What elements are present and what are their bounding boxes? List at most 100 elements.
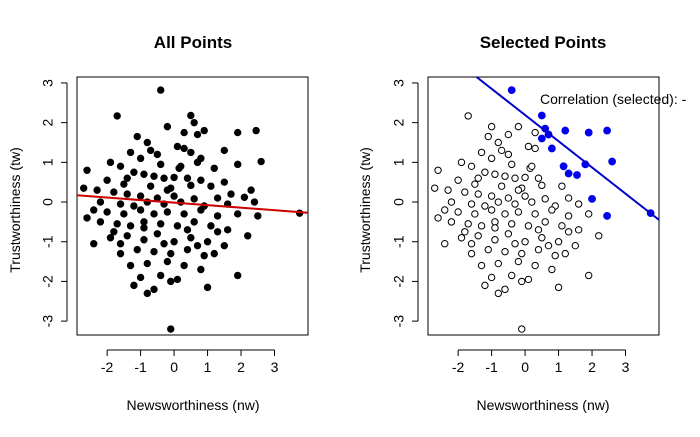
data-point bbox=[93, 186, 101, 194]
data-point bbox=[140, 170, 148, 178]
data-point-unselected bbox=[504, 150, 513, 159]
data-point-unselected bbox=[494, 289, 503, 298]
y-tick-label: -2 bbox=[40, 275, 56, 288]
data-point-unselected bbox=[524, 142, 533, 151]
data-point-unselected bbox=[564, 194, 573, 202]
y-tick-label: 3 bbox=[40, 79, 56, 87]
chart-selected-points: Selected Points Newsworthiness (nw) Trus… bbox=[357, 33, 687, 413]
x-tick-label: -1 bbox=[485, 359, 498, 375]
data-point bbox=[220, 241, 229, 250]
data-point bbox=[160, 240, 168, 248]
plot-frame bbox=[427, 76, 660, 336]
data-point-unselected bbox=[504, 194, 513, 202]
data-point-unselected bbox=[444, 186, 452, 194]
data-point bbox=[130, 281, 138, 290]
chart-title: Selected Points bbox=[480, 33, 607, 52]
data-point-unselected bbox=[447, 218, 456, 226]
data-point bbox=[203, 238, 212, 246]
data-point-unselected bbox=[514, 208, 523, 216]
data-point bbox=[197, 176, 205, 184]
data-point bbox=[150, 285, 158, 294]
data-point bbox=[163, 186, 172, 194]
data-point-unselected bbox=[518, 325, 526, 333]
data-point-unselected bbox=[474, 174, 482, 182]
data-point bbox=[150, 210, 158, 218]
data-point bbox=[123, 174, 131, 182]
data-point-unselected bbox=[477, 222, 486, 230]
data-point-unselected bbox=[434, 214, 442, 222]
data-point bbox=[180, 128, 188, 137]
y-tick-label: 2 bbox=[40, 119, 56, 127]
data-point bbox=[223, 226, 232, 234]
data-point-selected bbox=[547, 144, 556, 153]
x-tick-label: 3 bbox=[271, 359, 279, 375]
data-point bbox=[106, 158, 115, 167]
data-point-unselected bbox=[558, 182, 566, 190]
data-point bbox=[190, 118, 198, 127]
data-point-unselected bbox=[507, 220, 516, 228]
data-point bbox=[133, 245, 141, 254]
data-point bbox=[143, 259, 152, 268]
data-point bbox=[250, 198, 259, 206]
data-point bbox=[183, 174, 192, 182]
data-point bbox=[110, 228, 118, 236]
data-point-unselected bbox=[467, 249, 476, 258]
data-point-selected bbox=[561, 126, 570, 135]
data-point bbox=[210, 164, 218, 172]
data-point-unselected bbox=[430, 184, 439, 192]
y-axis-label: Trustworthiness (tw) bbox=[357, 147, 373, 273]
data-point bbox=[136, 273, 145, 282]
data-point-selected bbox=[603, 212, 612, 220]
data-point-unselected bbox=[494, 138, 503, 147]
data-point bbox=[146, 146, 155, 155]
data-point-unselected bbox=[464, 112, 472, 120]
y-axis-label: Trustworthiness (tw) bbox=[7, 147, 23, 273]
data-point bbox=[254, 212, 262, 220]
y-tick-label: 0 bbox=[391, 198, 407, 206]
data-point bbox=[167, 249, 175, 258]
y-tick-label: -1 bbox=[40, 235, 56, 248]
data-point bbox=[247, 186, 255, 194]
data-point bbox=[143, 138, 152, 147]
data-point-unselected bbox=[497, 146, 506, 155]
x-tick-label: 1 bbox=[204, 359, 212, 375]
data-point bbox=[173, 222, 182, 230]
data-point-selected bbox=[603, 126, 612, 135]
data-point-unselected bbox=[487, 206, 496, 214]
data-point-selected bbox=[608, 157, 617, 166]
data-point-unselected bbox=[491, 236, 499, 244]
data-point bbox=[180, 144, 188, 153]
data-point bbox=[187, 111, 195, 120]
data-point-unselected bbox=[574, 200, 583, 208]
data-point-unselected bbox=[504, 130, 513, 139]
data-point bbox=[210, 249, 218, 258]
data-point bbox=[136, 154, 145, 163]
data-point bbox=[126, 261, 135, 270]
data-point bbox=[96, 218, 105, 226]
data-point bbox=[252, 126, 260, 135]
data-point-unselected bbox=[554, 283, 563, 292]
data-point-unselected bbox=[544, 241, 553, 250]
data-point-unselected bbox=[434, 166, 442, 174]
data-point bbox=[120, 180, 128, 188]
data-point bbox=[140, 224, 148, 232]
data-point-unselected bbox=[531, 128, 539, 137]
data-point bbox=[220, 178, 229, 186]
y-tick-label: 1 bbox=[391, 158, 407, 166]
data-point bbox=[146, 182, 155, 190]
data-point bbox=[113, 112, 121, 120]
data-point-unselected bbox=[494, 259, 503, 268]
correlation-annotation: Correlation (selected): - bbox=[540, 91, 687, 107]
data-point-unselected bbox=[457, 158, 466, 167]
data-point bbox=[244, 232, 252, 240]
data-point bbox=[193, 241, 202, 250]
data-point bbox=[207, 182, 215, 190]
data-point-unselected bbox=[554, 238, 563, 246]
data-point bbox=[180, 261, 188, 270]
data-point-unselected bbox=[574, 226, 583, 234]
y-tick-label: 3 bbox=[391, 79, 407, 87]
points-layer bbox=[430, 86, 655, 333]
points-layer bbox=[79, 86, 304, 333]
data-point-unselected bbox=[457, 234, 466, 242]
